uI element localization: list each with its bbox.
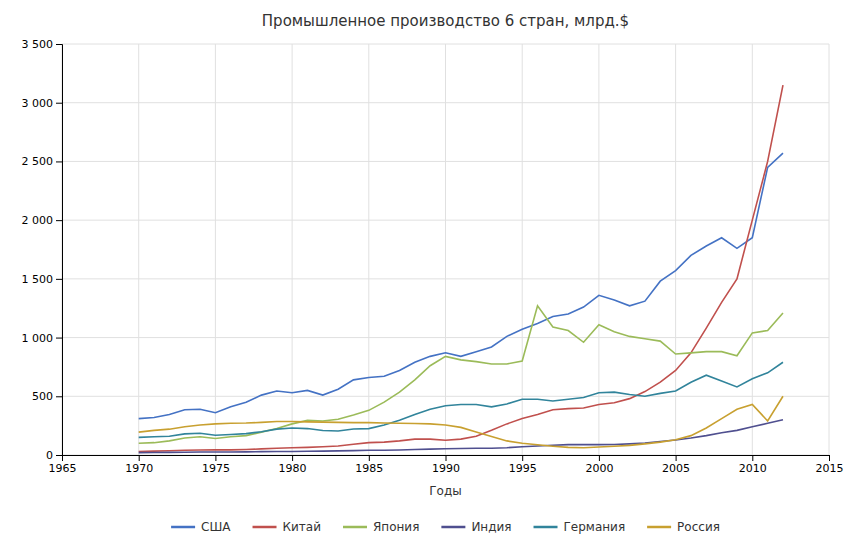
tick: 3 500: [22, 38, 63, 51]
grid-line: [445, 44, 446, 455]
legend-label: Китай: [283, 520, 321, 534]
tick-mark: [599, 455, 600, 461]
grid-line: [522, 44, 523, 455]
tick-label: 1 500: [22, 273, 54, 286]
legend-label: Германия: [564, 520, 626, 534]
tick: 2010: [739, 455, 767, 475]
tick: 0: [46, 449, 62, 462]
tick-mark: [215, 455, 216, 461]
tick-label: 2000: [585, 462, 613, 475]
legend-swatch: [253, 526, 277, 529]
legend-item: Германия: [534, 520, 626, 534]
tick-mark: [676, 455, 677, 461]
x-axis: 1965 1970 1975 1980 1985 1990 1995 2000 2005 2010…: [49, 455, 844, 475]
tick: 1 000: [22, 332, 63, 345]
tick: 1970: [125, 455, 153, 475]
tick-mark: [446, 455, 447, 461]
axis-line: [63, 456, 830, 462]
tick: 2 000: [22, 214, 63, 227]
tick: 2015: [816, 455, 844, 475]
grid-line: [138, 44, 139, 455]
title: Промышленное производство 6 стран, млрд.…: [262, 12, 629, 30]
tick-mark: [56, 338, 62, 339]
tick-mark: [56, 396, 62, 397]
tick-label: 1985: [355, 462, 383, 475]
tick-mark: [56, 161, 62, 162]
tick-label: 2015: [816, 462, 844, 475]
legend-item: Китай: [253, 520, 321, 534]
legend-item: Индия: [441, 520, 511, 534]
tick-label: 1980: [279, 462, 307, 475]
tick-label: 2010: [739, 462, 767, 475]
grid-line: [829, 44, 830, 455]
chart: 1965 1970 1975 1980 1985 1990 1995 2000 2005 2010…: [0, 0, 857, 555]
lines: [139, 85, 783, 453]
tick-mark: [369, 455, 370, 461]
legend-label: США: [201, 520, 231, 534]
legend: США Китай Япония Индия Германия Россия: [171, 520, 720, 534]
grid: [62, 44, 829, 455]
tick-mark: [829, 455, 830, 461]
legend-item: Россия: [647, 520, 720, 534]
tick-mark: [56, 103, 62, 104]
tick-label: 2 000: [22, 214, 54, 227]
series-line: [139, 85, 783, 451]
tick-label: 1975: [202, 462, 230, 475]
tick-mark: [56, 220, 62, 221]
grid-line: [368, 44, 369, 455]
legend-label: Япония: [373, 520, 419, 534]
tick-label: 0: [46, 449, 53, 462]
tick: 2000: [585, 455, 613, 475]
tick-mark: [522, 455, 523, 461]
series-line: [139, 153, 783, 418]
tick-mark: [139, 455, 140, 461]
grid-line: [752, 44, 753, 455]
legend-label: Россия: [677, 520, 720, 534]
legend-item: США: [171, 520, 231, 534]
tick-mark: [752, 455, 753, 461]
tick-label: 2005: [662, 462, 690, 475]
legend-swatch: [441, 526, 465, 529]
legend-swatch: [171, 526, 195, 529]
tick-label: 1990: [432, 462, 460, 475]
tick-label: 3 500: [22, 38, 54, 51]
tick-label: 3 000: [22, 97, 54, 110]
tick-label: 1 000: [22, 332, 54, 345]
tick-label: 1965: [49, 462, 77, 475]
legend-label: Индия: [471, 520, 511, 534]
x-axis-label: Годы: [429, 484, 461, 498]
grid-line: [675, 44, 676, 455]
tick-mark: [56, 279, 62, 280]
y-axis: 0 500 1 000 1 500 2 000 2 500 3 000 3 500: [22, 38, 63, 462]
tick: 3 000: [22, 97, 63, 110]
tick: 1975: [202, 455, 230, 475]
tick-label: 1995: [509, 462, 537, 475]
tick: 2 500: [22, 155, 63, 168]
axis-line: [56, 45, 63, 456]
tick: 500: [32, 390, 62, 403]
tick-mark: [292, 455, 293, 461]
tick-label: 2 500: [22, 155, 54, 168]
tick-label: 500: [32, 390, 53, 403]
legend-swatch: [343, 526, 367, 529]
grid-line: [215, 44, 216, 455]
plot: 1965 1970 1975 1980 1985 1990 1995 2000 2005 2010…: [22, 38, 844, 475]
legend-item: Япония: [343, 520, 419, 534]
tick: 1985: [355, 455, 383, 475]
tick-mark: [56, 44, 62, 45]
series-line: [139, 396, 783, 447]
legend-swatch: [534, 526, 558, 529]
legend-swatch: [647, 526, 671, 529]
tick: 1980: [279, 455, 307, 475]
tick: 1990: [432, 455, 460, 475]
series-line: [139, 362, 783, 437]
tick-label: 1970: [125, 462, 153, 475]
tick: 1 500: [22, 273, 63, 286]
tick: 1995: [509, 455, 537, 475]
tick: 2005: [662, 455, 690, 475]
tick-mark: [56, 455, 62, 456]
